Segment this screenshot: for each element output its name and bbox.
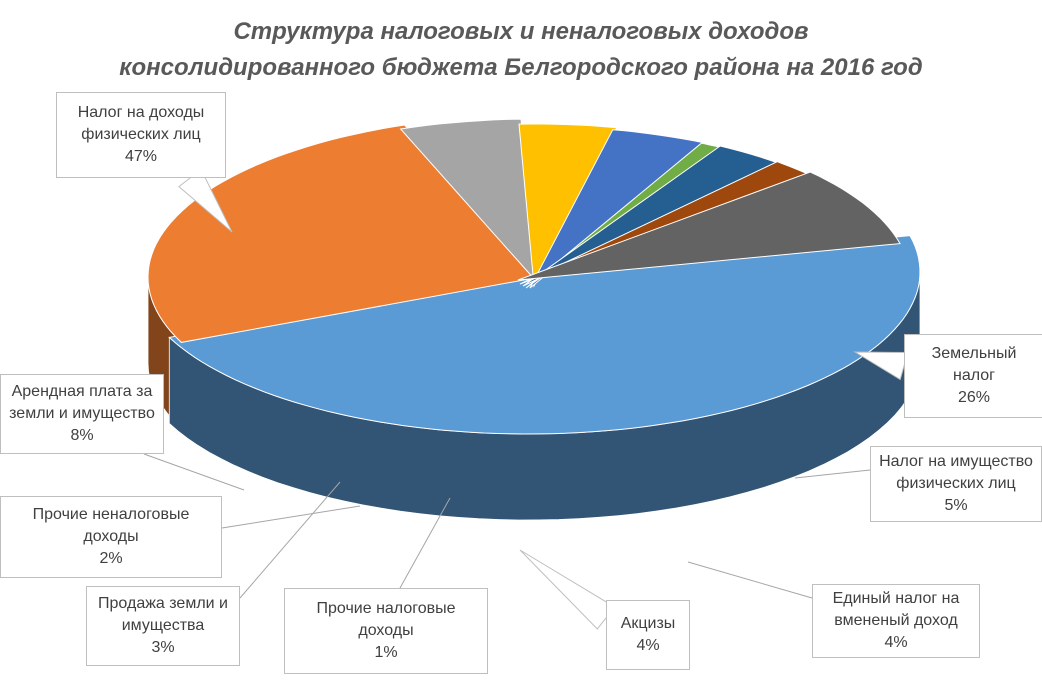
data-label-value: 5%: [944, 497, 968, 514]
pie-slice-top: [399, 118, 537, 283]
leader-line: [239, 481, 341, 599]
chart-title: Структура налоговых и неналоговых доходо…: [0, 14, 1042, 86]
data-label-value: 26%: [957, 389, 991, 406]
pie-slice-top: [147, 124, 541, 343]
data-label-callout: Акцизы 4%: [606, 600, 690, 670]
data-label-name: Земельный: [931, 345, 1017, 362]
data-label-name: Налог на доходы: [77, 104, 205, 121]
data-label-value: 4%: [636, 637, 660, 654]
chart-title-line-2: консолидированного бюджета Белгородского…: [119, 54, 923, 81]
data-label-name: Единый налог на: [832, 590, 960, 607]
data-label-callout: Земельный налог 26%: [904, 334, 1042, 418]
data-label-name: доходы: [358, 622, 414, 639]
data-label-callout: Налог на имущество физических лиц 5%: [870, 446, 1042, 522]
data-label-callout: Единый налог на вмененый доход 4%: [812, 584, 980, 658]
leader-lines: [143, 168, 909, 630]
leader-line: [794, 469, 871, 479]
leader-line: [143, 453, 245, 491]
data-label-name: Прочие неналоговые: [32, 506, 190, 523]
data-label-value: 47%: [124, 148, 158, 165]
data-label-name: Акцизы: [620, 615, 676, 632]
pie-slice-top: [518, 123, 618, 288]
data-label-name: Арендная плата за: [11, 383, 153, 400]
pie-top-faces: [147, 118, 921, 435]
data-label-name: имущества: [121, 617, 205, 634]
data-label-name: земли и имущество: [9, 405, 155, 422]
callout-pointer: [519, 549, 616, 630]
data-label-name: Прочие налоговые: [316, 600, 456, 617]
data-label-callout: Арендная плата за земли и имущество 8%: [0, 374, 164, 454]
data-label-callout: Налог на доходы физических лиц 47%: [56, 92, 226, 178]
pie-slice-top: [168, 235, 921, 435]
data-label-value: 3%: [151, 639, 175, 656]
callout-pointer: [178, 168, 233, 233]
leader-line: [399, 497, 451, 589]
data-label-value: 2%: [99, 550, 123, 567]
data-label-name: Налог на имущество: [879, 453, 1033, 470]
data-label-name: Продажа земли и: [98, 595, 228, 612]
data-label-callout: Прочие налоговые доходы 1%: [284, 588, 488, 674]
data-label-name: физических лиц: [896, 475, 1016, 492]
chart-title-line-1: Структура налоговых и неналоговых доходо…: [233, 18, 809, 45]
data-label-name: вмененый доход: [834, 612, 958, 629]
data-label-value: 1%: [374, 644, 398, 661]
data-label-callout: Прочие неналоговые доходы 2%: [0, 496, 222, 578]
leader-line: [221, 505, 361, 529]
data-label-callout: Продажа земли и имущества 3%: [86, 586, 240, 666]
data-label-name: доходы: [83, 528, 139, 545]
leader-line: [687, 561, 813, 599]
data-label-name: физических лиц: [81, 126, 201, 143]
data-label-name: налог: [953, 367, 995, 384]
data-label-value: 4%: [884, 634, 908, 651]
data-label-value: 8%: [70, 427, 94, 444]
pie-slice-top: [517, 171, 901, 281]
